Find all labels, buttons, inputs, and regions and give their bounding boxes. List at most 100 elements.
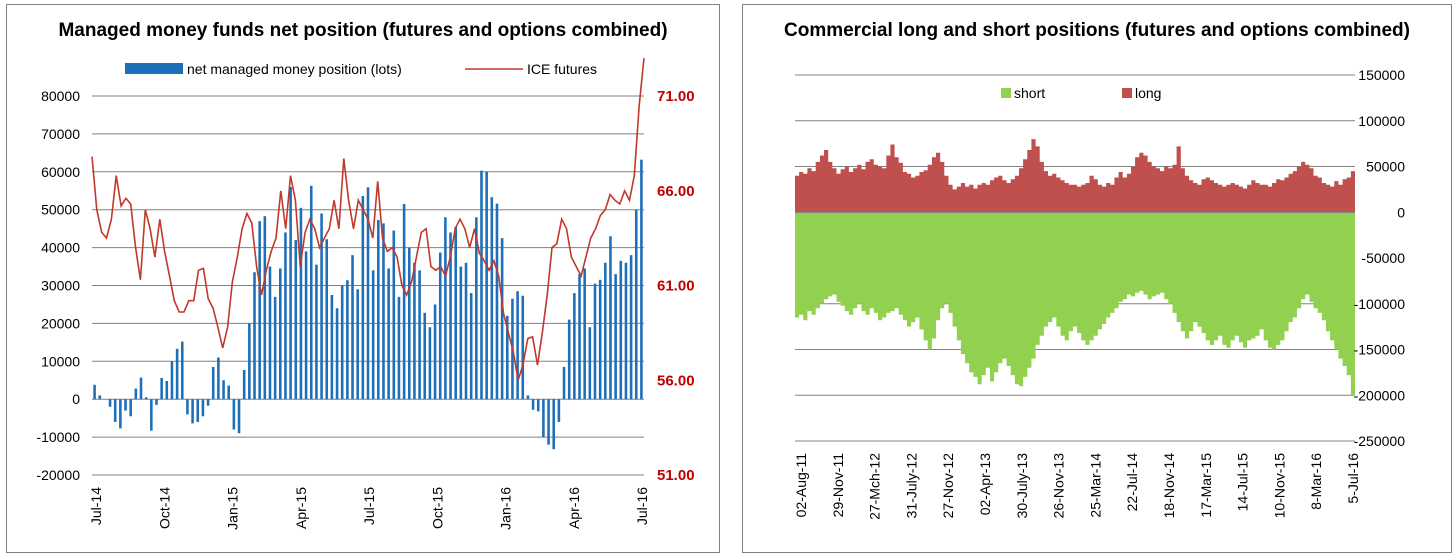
bar [407,247,411,400]
bar [547,399,550,445]
bar [454,226,457,400]
bar [222,380,225,400]
bar [165,381,169,400]
right-tick-label: 51.00 [657,467,695,484]
bar [573,293,576,400]
bar [248,323,251,400]
bar [382,223,385,400]
y-tick-label: 100000 [1358,113,1405,129]
bar [542,399,545,438]
x-tick-label: 18-Nov-14 [1161,453,1177,519]
y-tick-label: 50000 [1366,159,1405,175]
bar [237,399,241,434]
y-tick-label: -50000 [1361,250,1405,266]
bar [377,219,380,400]
bar [211,366,215,400]
x-tick-label: 26-Nov-13 [1051,453,1067,519]
left-tick-label: 10000 [41,353,80,369]
bar [217,357,220,400]
bar [433,304,437,400]
bar [444,217,447,400]
bar [258,221,261,400]
x-tick-label: 29-Nov-11 [830,453,846,518]
bar [640,159,643,400]
bar [536,399,540,412]
bar [438,252,442,400]
bar [593,283,597,400]
bar [578,274,581,400]
bar [124,399,127,411]
bar [634,209,638,400]
bar [583,268,586,400]
bar [201,399,205,417]
bar [309,185,313,400]
bar [119,399,122,429]
right-tick-label: 56.00 [657,372,695,389]
bar [289,186,292,400]
bar [557,399,561,422]
bar [284,232,287,400]
legend-short-label: short [1014,85,1045,101]
bar [480,170,483,400]
x-tick-label: Jan-16 [498,487,514,530]
bar [469,293,473,400]
x-tick-label: 5-Jul-16 [1345,453,1361,504]
legend-bar-swatch [125,63,183,74]
left-tick-label: 0 [72,391,80,407]
bar [521,295,525,400]
legend-line-label: ICE futures [527,61,597,77]
bar [108,399,112,407]
bar [180,341,184,400]
x-tick-label: Jul-15 [361,487,377,525]
bar [299,207,303,400]
bar [428,327,432,400]
y-tick-label: 0 [1397,204,1405,220]
legend-long-swatch [1122,88,1132,98]
y-tick-label: -100000 [1354,296,1406,312]
bar [392,230,396,400]
y-axis-ticks: -250000 -200000 -150000 -100000 -50000 0 50000… [1354,67,1406,449]
bar [335,308,339,400]
bar [604,262,607,400]
x-tick-label: Jul-14 [88,487,104,525]
bar [485,171,488,400]
bar [139,377,143,400]
bar [475,217,478,400]
bar [629,255,633,400]
x-axis-ticks: Jul-14 Oct-14 Jan-15 Apr-15 Jul-15 Oct-15 Jan-… [88,487,650,530]
right-tick-label: 71.00 [657,88,695,105]
bar [624,262,628,400]
bar [129,399,132,417]
bar [268,266,272,400]
right-tick-label: 66.00 [657,183,695,200]
bar [500,238,504,400]
bar [567,319,571,400]
managed-money-chart-panel: Managed money funds net position (future… [6,4,720,553]
commercial-positions-chart-panel: Commercial long and short positions (fut… [742,4,1452,553]
bar [175,348,179,400]
left-tick-label: 50000 [41,202,80,218]
area-series [795,139,1355,396]
bar [304,251,308,400]
bar [402,204,406,400]
bar [506,315,509,400]
x-tick-label: 10-Nov-15 [1271,453,1287,519]
x-tick-label: 30-July-13 [1014,453,1030,519]
x-tick-label: 27-Nov-12 [940,453,956,519]
bar [294,240,298,400]
bar [387,268,390,400]
x-axis-ticks: 02-Aug-11 29-Nov-11 27-Mch-12 31-July-12 27-… [793,453,1361,520]
bar [609,236,612,400]
legend: short long [1001,85,1161,101]
bar [516,291,519,400]
bar [150,399,153,431]
x-tick-label: 25-Mar-14 [1087,453,1103,518]
bar [526,395,530,400]
left-tick-label: 80000 [41,88,80,104]
line-series [91,58,645,381]
bar [227,385,230,400]
bar [588,327,592,400]
legend-short-swatch [1001,88,1011,98]
bar [144,397,148,400]
x-tick-label: 27-Mch-12 [867,453,883,520]
